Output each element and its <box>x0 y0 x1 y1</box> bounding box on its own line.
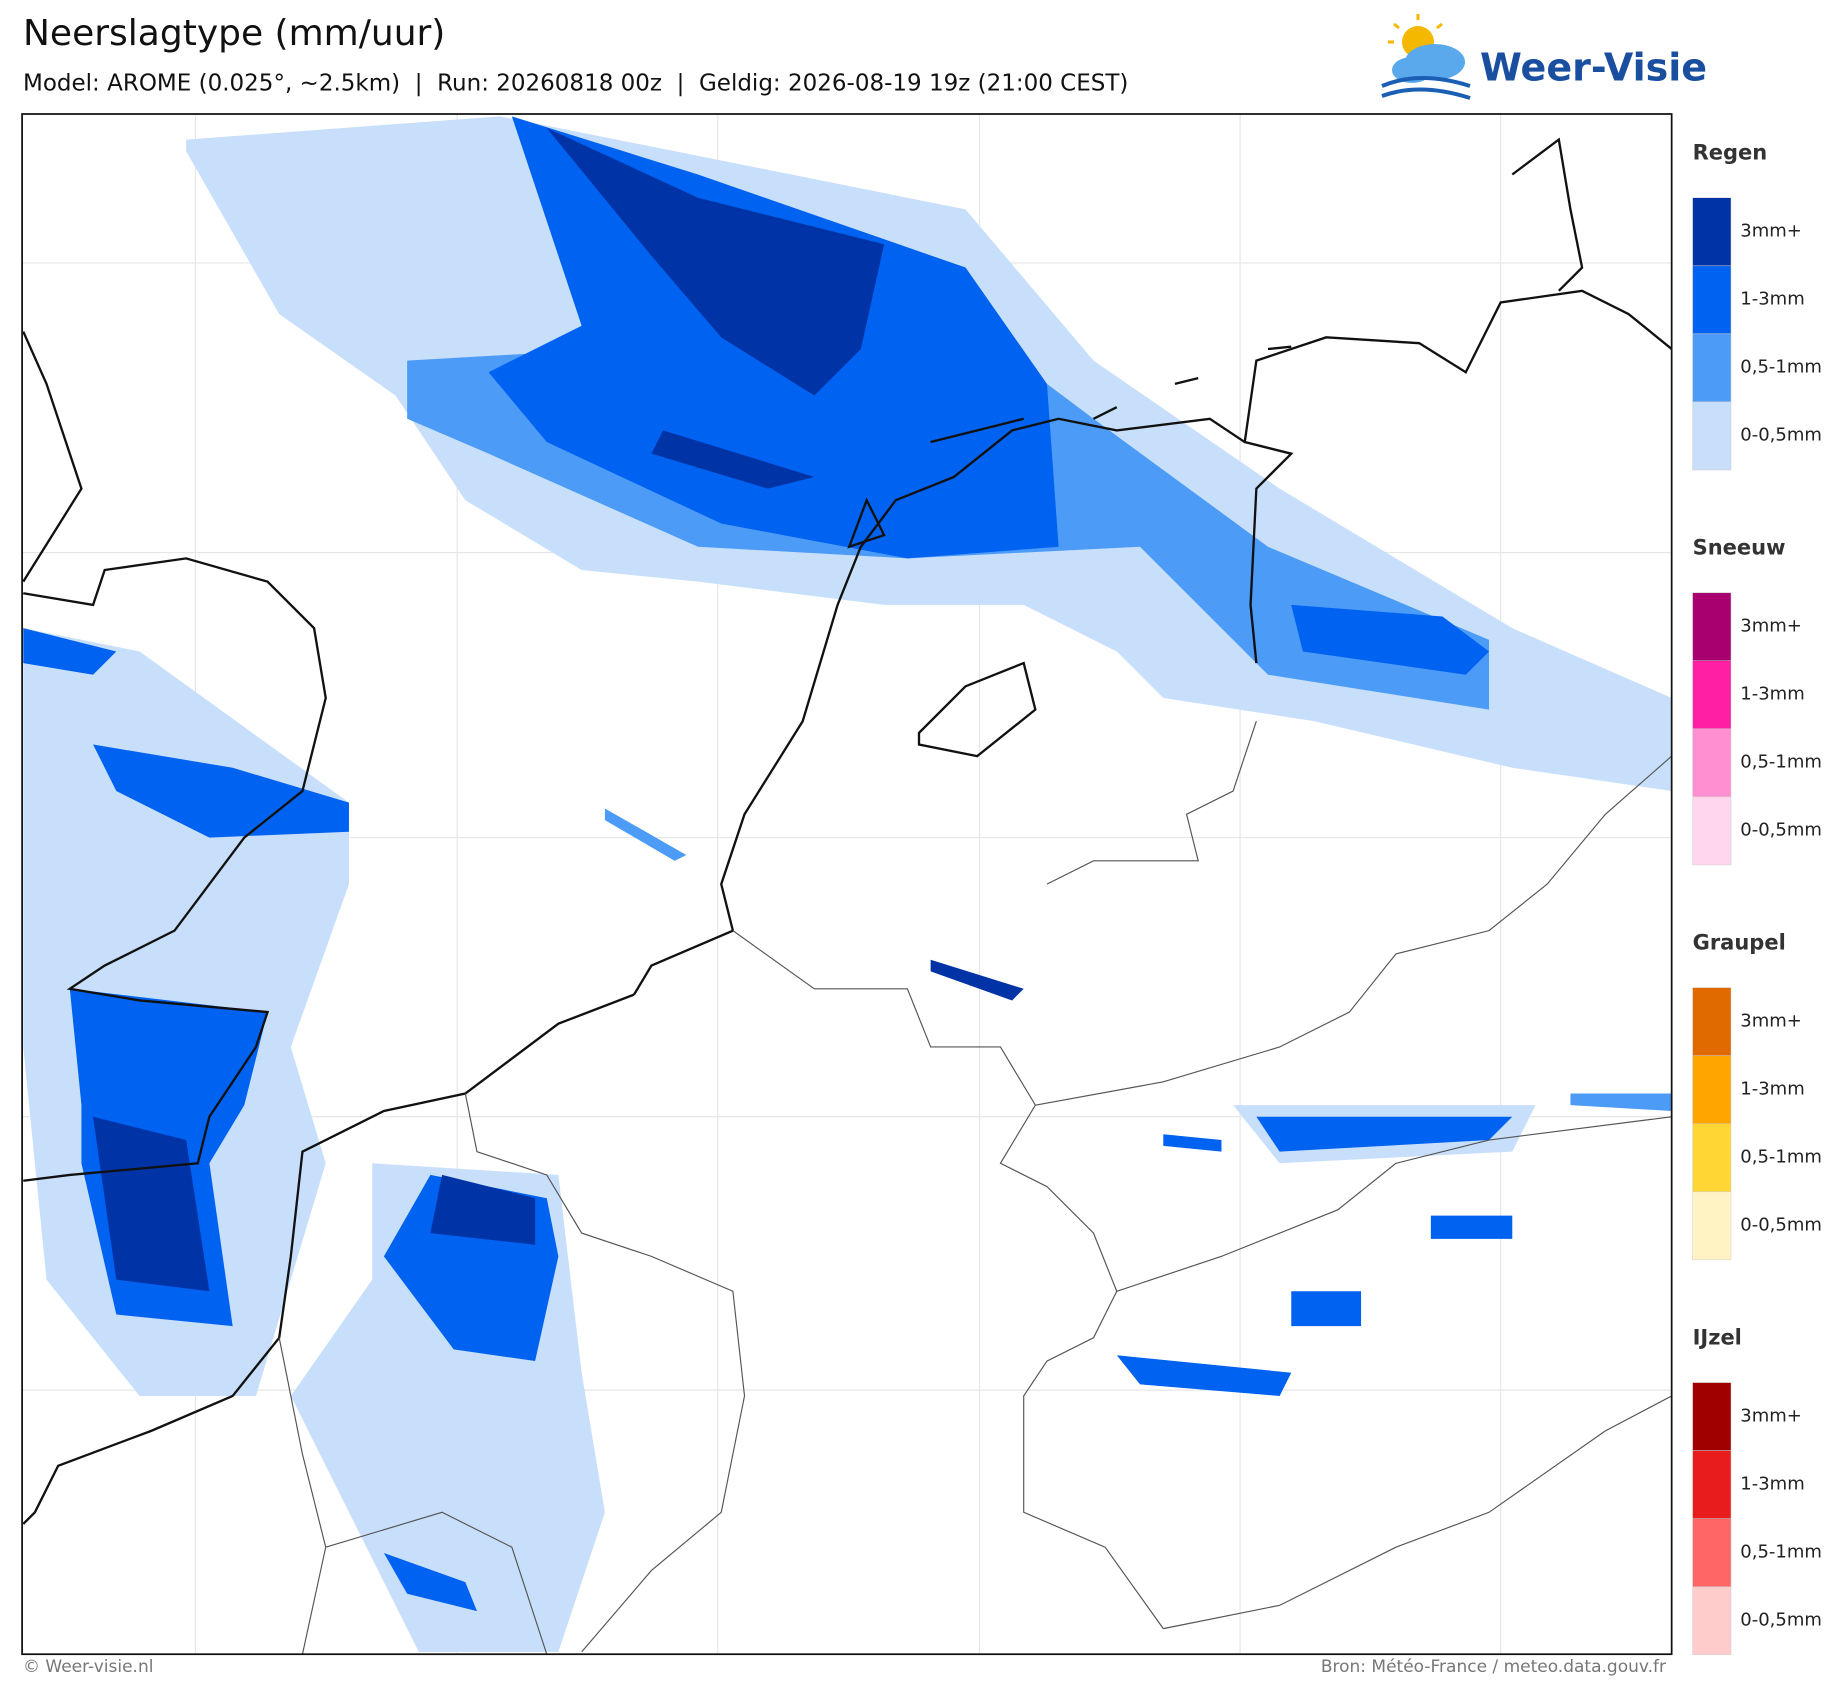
legend-label: 3mm+ <box>1740 1010 1802 1031</box>
legend-swatch <box>1692 1586 1732 1656</box>
logo-text: Weer-Visie <box>1480 46 1707 90</box>
legend-label: 3mm+ <box>1740 220 1802 241</box>
legend-label: 1-3mm <box>1740 289 1804 310</box>
legend-label: 1-3mm <box>1740 683 1804 704</box>
legend-swatch <box>1692 333 1732 403</box>
legend-label: 1-3mm <box>1740 1473 1804 1494</box>
legend-label: 0,5-1mm <box>1740 1146 1822 1167</box>
legend-swatch <box>1692 1382 1732 1451</box>
legend-swatch <box>1692 1518 1732 1587</box>
legend: Regen 3mm+ 1-3mm 0,5-1mm 0-0,5mm Sneeuw 3mm+ 1-… <box>1692 141 1822 1656</box>
legend-label: 1-3mm <box>1740 1078 1804 1099</box>
legend-group-title: Regen <box>1693 141 1768 165</box>
legend-group-title: IJzel <box>1693 1325 1742 1349</box>
legend-swatch <box>1692 1450 1732 1519</box>
legend-label: 0-0,5mm <box>1740 1609 1822 1630</box>
footer-right: Bron: Météo-France / meteo.data.gouv.fr <box>1321 1657 1666 1677</box>
logo: Weer-Visie <box>1381 14 1707 100</box>
title: Neerslagtype (mm/uur) <box>23 13 445 54</box>
legend-label: 0-0,5mm <box>1740 1215 1822 1236</box>
legend-swatch <box>1692 1055 1732 1124</box>
legend-swatch <box>1692 796 1732 866</box>
legend-label: 3mm+ <box>1740 615 1802 636</box>
legend-swatch <box>1692 401 1732 471</box>
legend-label: 0-0,5mm <box>1740 425 1822 446</box>
legend-swatch <box>1692 265 1732 335</box>
footer-left: © Weer-visie.nl <box>23 1657 153 1677</box>
legend-label: 3mm+ <box>1740 1405 1802 1426</box>
map <box>21 113 1673 1656</box>
legend-swatch <box>1692 987 1732 1056</box>
legend-label: 0-0,5mm <box>1740 820 1822 841</box>
legend-swatch <box>1692 660 1732 730</box>
subtitle: Model: AROME (0.025°, ~2.5km) | Run: 202… <box>23 71 1128 97</box>
legend-swatch <box>1692 1191 1732 1261</box>
legend-label: 0,5-1mm <box>1740 1541 1822 1562</box>
legend-swatch <box>1692 197 1732 267</box>
legend-label: 0,5-1mm <box>1740 752 1822 773</box>
legend-group-title: Sneeuw <box>1693 535 1786 559</box>
borders <box>278 721 1672 1655</box>
legend-swatch <box>1692 728 1732 798</box>
legend-label: 0,5-1mm <box>1740 357 1822 378</box>
coastlines <box>22 137 1672 1525</box>
legend-group-title: Graupel <box>1693 930 1786 954</box>
legend-swatch <box>1692 1123 1732 1193</box>
legend-swatch <box>1692 592 1732 662</box>
